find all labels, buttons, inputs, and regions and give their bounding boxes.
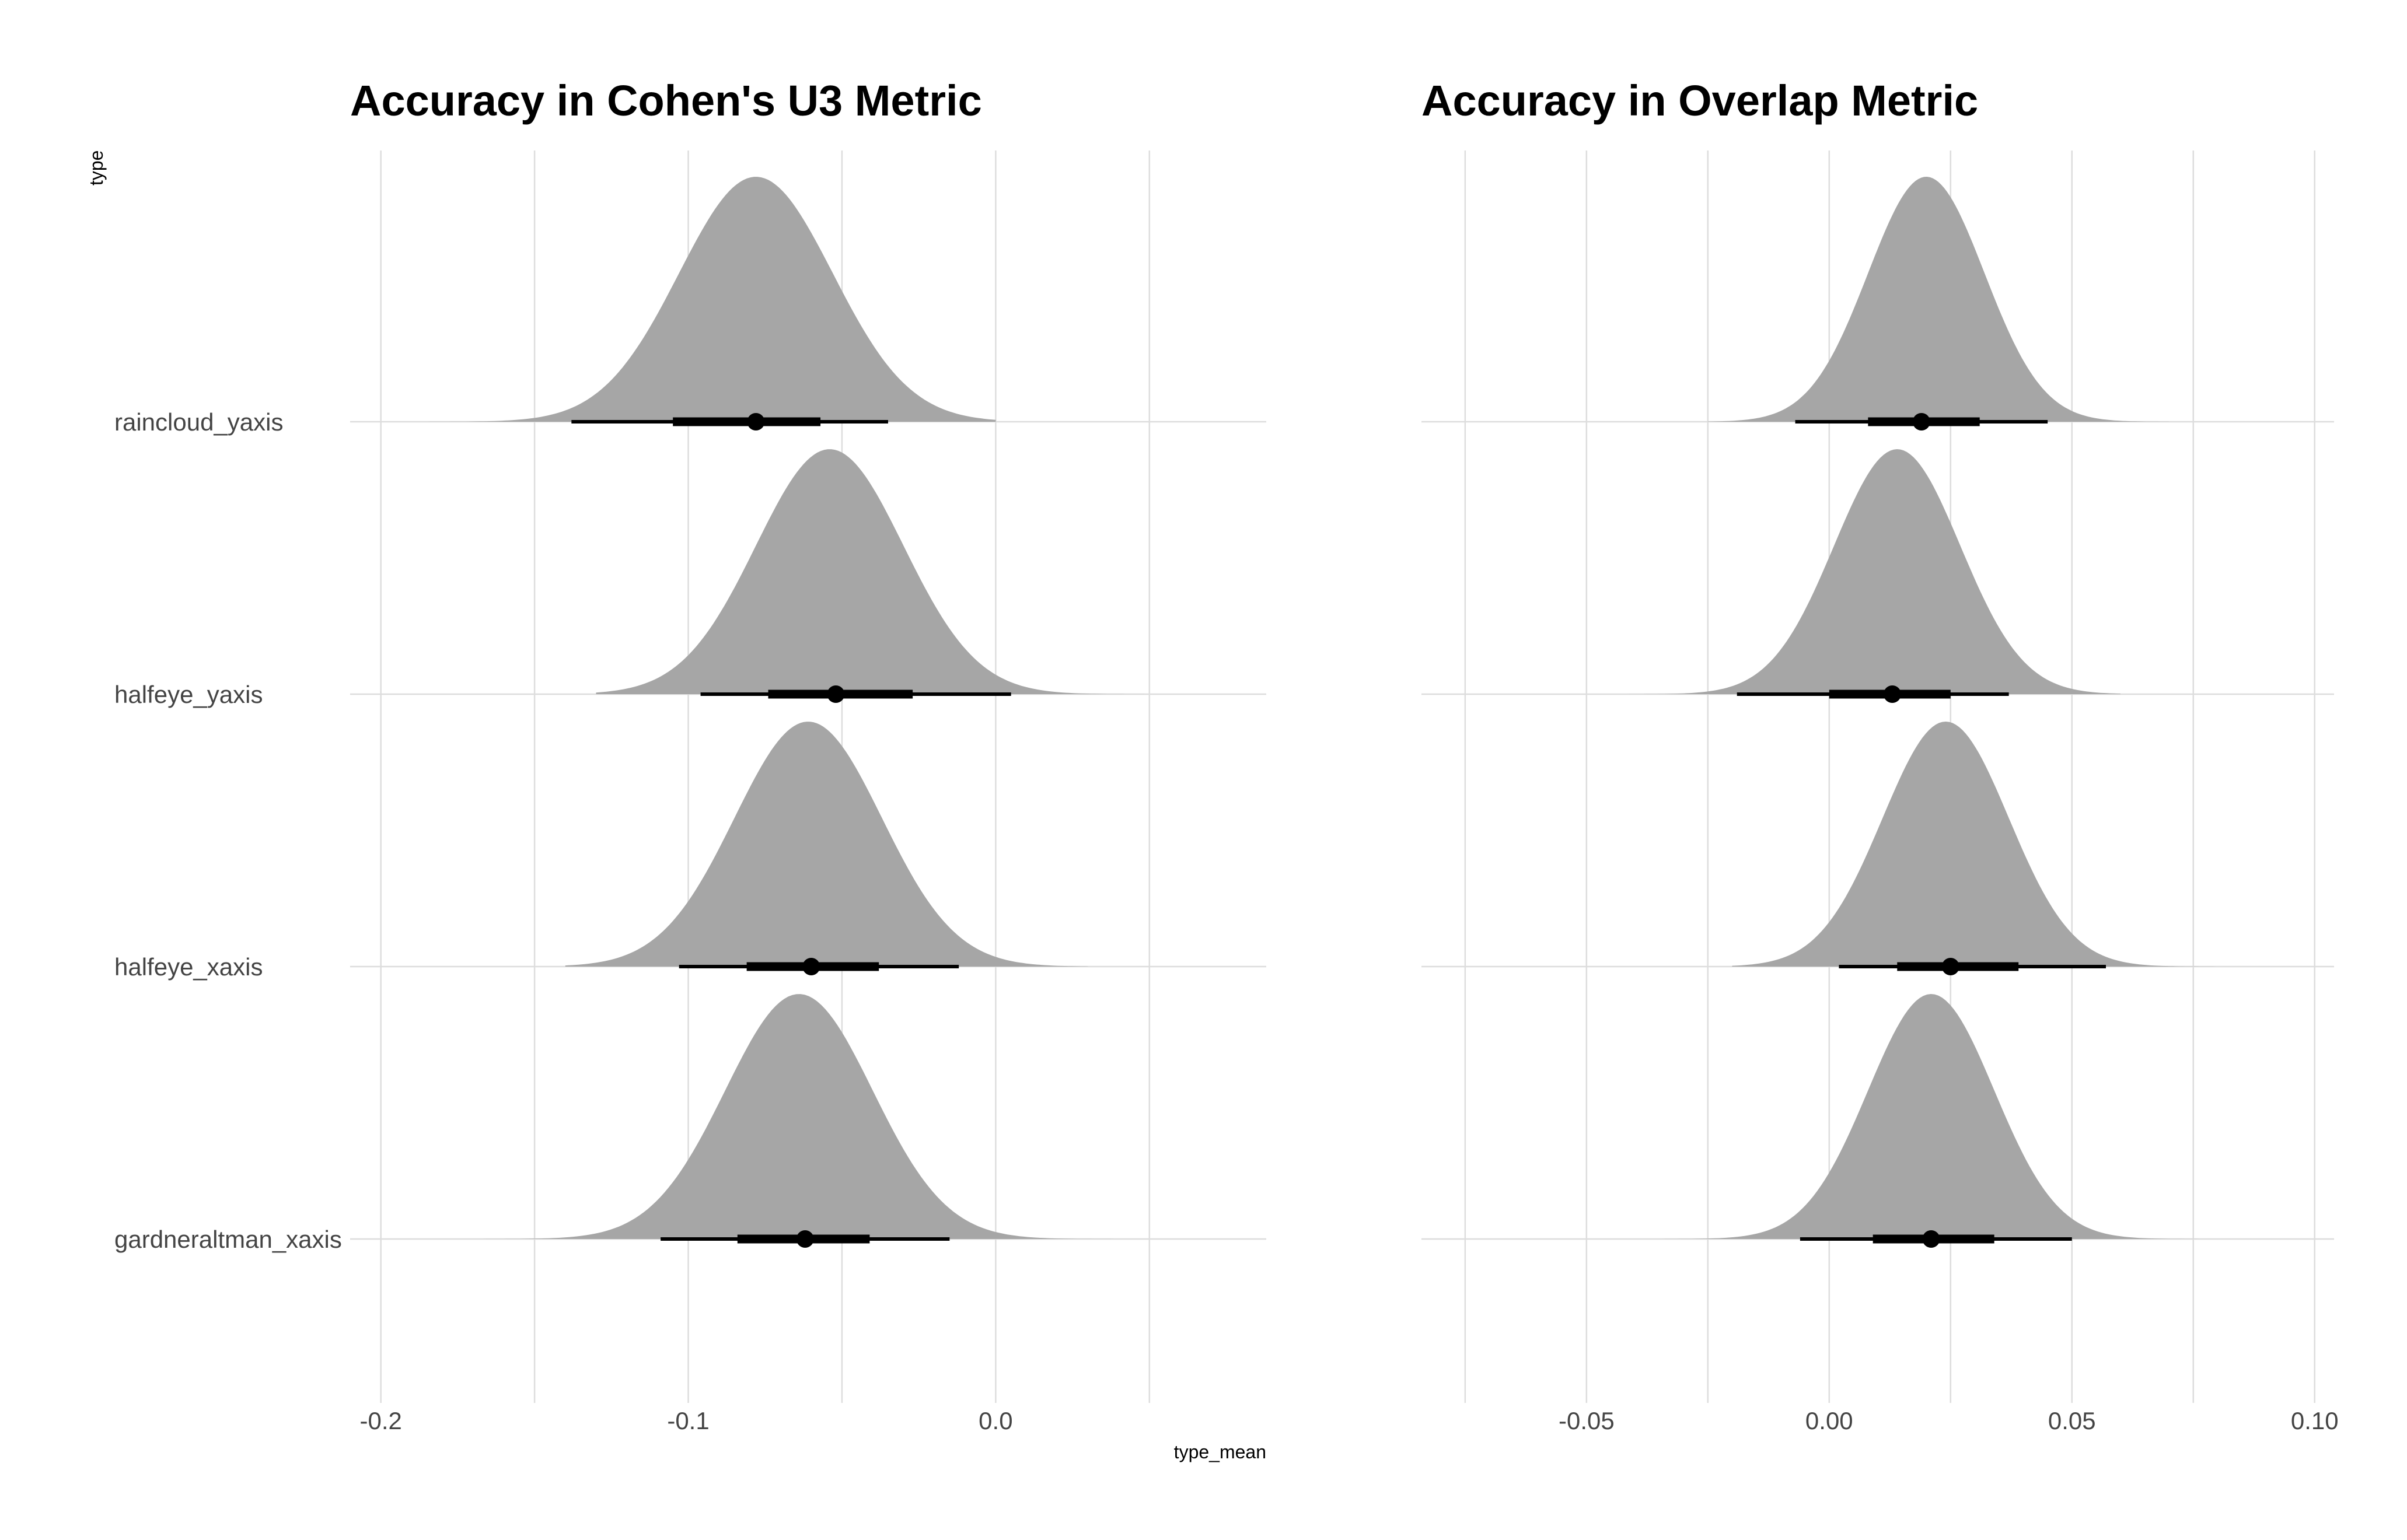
y-axis-labels: raincloud_yaxis halfeye_yaxis halfeye_xaxi… [114, 408, 342, 1253]
left-density-raincloud_yaxis [427, 177, 996, 422]
right-density-halfeye_yaxis [1586, 449, 2120, 694]
right-point-estimate-halfeye_yaxis [1883, 685, 1901, 703]
y-label-raincloud_yaxis: raincloud_yaxis [114, 408, 284, 436]
right-panel-title: Accuracy in Overlap Metric [1421, 76, 1978, 125]
left-point-estimate-halfeye_yaxis [827, 685, 845, 703]
left-panel-title: Accuracy in Cohen's U3 Metric [350, 76, 982, 125]
right-point-estimate-raincloud_yaxis [1912, 413, 1930, 430]
left-density-halfeye_yaxis [596, 449, 1150, 694]
x-axis-title: type_mean [1174, 1441, 1266, 1462]
right-density-raincloud_yaxis [1707, 177, 2170, 422]
left-point-estimate-halfeye_xaxis [802, 958, 820, 975]
left-x-tick-label: 0.0 [979, 1407, 1012, 1434]
y-axis-title: type [86, 150, 107, 186]
y-label-gardneraltman_xaxis: gardneraltman_xaxis [114, 1226, 342, 1253]
left-x-tick-label: -0.1 [667, 1407, 709, 1434]
left-point-estimate-raincloud_yaxis [747, 413, 765, 430]
right-point-estimate-halfeye_xaxis [1941, 958, 1959, 975]
left-density-gardneraltman_xaxis [457, 994, 1119, 1239]
left-x-tick-label: -0.2 [359, 1407, 401, 1434]
right-density-halfeye_xaxis [1732, 722, 2266, 967]
right-panel: -0.05 0.00 0.05 0.10 [1421, 150, 2339, 1434]
left-density-halfeye_xaxis [565, 722, 1088, 967]
left-point-estimate-gardneraltman_xaxis [796, 1230, 814, 1248]
left-panel: -0.2 -0.1 0.0 [350, 150, 1266, 1434]
right-x-tick-label: 0.10 [2291, 1407, 2339, 1434]
right-density-gardneraltman_xaxis [1635, 994, 2242, 1239]
right-x-tick-label: -0.05 [1559, 1407, 1615, 1434]
y-label-halfeye_yaxis: halfeye_yaxis [114, 681, 263, 708]
right-x-tick-label: 0.05 [2048, 1407, 2096, 1434]
y-label-halfeye_xaxis: halfeye_xaxis [114, 953, 263, 981]
right-x-tick-label: 0.00 [1805, 1407, 1853, 1434]
right-point-estimate-gardneraltman_xaxis [1922, 1230, 1940, 1248]
